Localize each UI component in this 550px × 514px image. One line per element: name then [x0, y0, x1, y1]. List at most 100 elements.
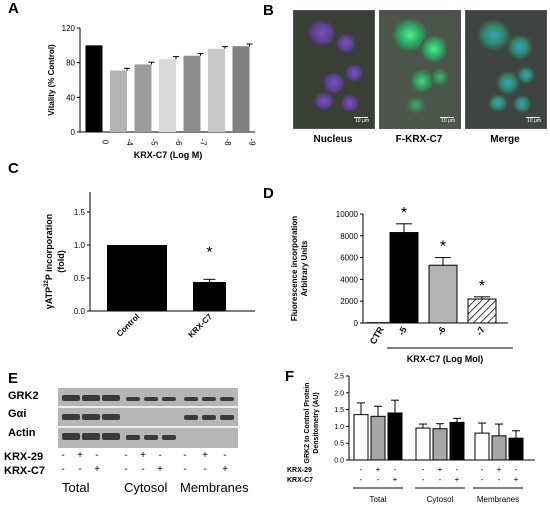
y-tick-label: 0.5 — [334, 441, 344, 448]
y-axis-label: Fluorescence incorporation — [290, 216, 299, 321]
y-tick-label: 2.0 — [334, 390, 344, 397]
y-tick-label: 0 — [71, 128, 76, 137]
treatment-sign: + — [157, 464, 163, 475]
y-axis-label-line2: (fold) — [56, 250, 66, 273]
significance-star: * — [401, 205, 407, 222]
x-tick-label: -5 — [150, 138, 159, 146]
x-tick-label: -7 — [474, 325, 487, 337]
nucleus-label: Nucleus — [313, 134, 353, 145]
bar — [183, 55, 201, 132]
treatment-sign: + — [455, 475, 460, 484]
bar — [370, 415, 386, 461]
y-tick-label: 0 — [354, 319, 359, 328]
treatment-sign: - — [481, 475, 484, 484]
panel-label-e: E — [8, 370, 19, 387]
treatment-sign: - — [481, 465, 484, 474]
bar — [110, 70, 127, 132]
y-tick-label: 4000 — [340, 275, 358, 284]
panel-label-d: D — [263, 185, 274, 202]
group-label-cytosol: Cytosol — [124, 480, 168, 495]
significance-star: * — [479, 278, 485, 295]
treatment-sign: - — [183, 464, 187, 475]
bar — [415, 427, 431, 461]
bar — [193, 281, 226, 311]
treatment-sign: + — [77, 450, 83, 461]
nucleus-image: 10 μm — [293, 10, 375, 129]
y-tick-label: 0.0 — [334, 458, 344, 465]
x-tick-label: -6 — [435, 325, 448, 337]
bar — [428, 264, 458, 324]
chart-d: 0 2000 4000 6000 8000 10000 Fluorescence incor… — [290, 205, 513, 364]
bar — [208, 48, 225, 132]
group-label: Membranes — [477, 495, 519, 504]
x-tick-label: KRX-C7 — [186, 312, 214, 340]
x-tick-label: 0 — [101, 140, 110, 145]
y-axis-label: GRK2 to Control Protein — [304, 383, 311, 464]
treatment-sign: - — [456, 465, 459, 474]
scale-bar-label: 10 μm — [355, 118, 369, 124]
treatment-sign: + — [94, 464, 100, 475]
blot-label-actin: Actin — [8, 427, 36, 439]
bar — [467, 298, 497, 324]
merge-image: 10 μm — [465, 10, 547, 129]
x-tick-label: Control — [115, 312, 141, 338]
scale-bar-label: 10 μm — [441, 118, 455, 124]
group-label: Total — [370, 495, 387, 504]
bar — [449, 421, 465, 461]
treatment-sign: + — [438, 465, 443, 474]
y-tick-label: 80 — [66, 59, 75, 68]
bar — [387, 412, 403, 461]
x-axis-label: KRX-C7 (Log M) — [134, 150, 203, 160]
krx-29-label: KRX-29 — [287, 467, 312, 474]
treatment-sign: - — [141, 464, 145, 475]
x-tick-label: CTR — [368, 325, 386, 346]
group-label-membranes: Membranes — [180, 480, 249, 495]
x-tick-label: -5 — [396, 325, 409, 337]
krx-c7-label: KRX-C7 — [287, 477, 313, 484]
bar — [159, 59, 176, 133]
group-label: Cytosol — [427, 495, 454, 504]
x-tick-label: -9 — [248, 138, 257, 146]
bar — [134, 64, 152, 132]
y-tick-label: 0.5 — [74, 274, 86, 283]
treatment-sign: - — [61, 450, 65, 461]
y-axis-label: Vitality (% Control) — [47, 44, 56, 116]
treatment-sign: - — [61, 464, 65, 475]
y-axis-label-line2: Arbitrary Units — [300, 240, 309, 297]
treatment-sign: - — [394, 465, 397, 474]
treatment-sign: - — [422, 465, 425, 474]
treatment-sign: + — [393, 475, 398, 484]
x-tick-label: -7 — [199, 138, 208, 146]
merge-label: Merge — [490, 134, 520, 145]
treatment-sign: - — [95, 450, 99, 461]
treatment-sign: + — [222, 464, 228, 475]
treatment-sign: - — [439, 475, 442, 484]
treatment-sign: - — [78, 464, 82, 475]
y-axis-label: γATP32P incorporation — [44, 214, 54, 309]
treatment-sign: - — [422, 475, 425, 484]
treatment-sign: - — [158, 450, 162, 461]
treatment-sign: - — [124, 464, 128, 475]
micrograph-panel: 10 μm 10 μm — [293, 10, 548, 150]
treatment-sign: - — [203, 464, 207, 475]
y-tick-label: 6000 — [340, 254, 358, 263]
y-tick-label: 2000 — [340, 297, 358, 306]
panel-label-a: A — [8, 0, 19, 17]
y-tick-label: 8000 — [340, 232, 358, 241]
treatment-sign: - — [124, 450, 128, 461]
blot-image — [58, 388, 238, 448]
panel-label-f: F — [285, 368, 295, 385]
x-tick-label: -4 — [125, 138, 134, 146]
bar — [85, 45, 103, 133]
bar — [474, 432, 490, 461]
y-tick-label: 10000 — [336, 210, 359, 219]
panel-label-c: C — [8, 160, 19, 177]
treatment-sign: - — [183, 450, 187, 461]
blot-label-grk2: GRK2 — [8, 390, 39, 402]
bar — [389, 232, 419, 324]
panel-label-b: B — [263, 2, 274, 19]
bar — [107, 245, 167, 311]
bar — [508, 437, 524, 461]
y-tick-label: 1.0 — [74, 241, 86, 250]
treatment-sign: + — [140, 450, 146, 461]
